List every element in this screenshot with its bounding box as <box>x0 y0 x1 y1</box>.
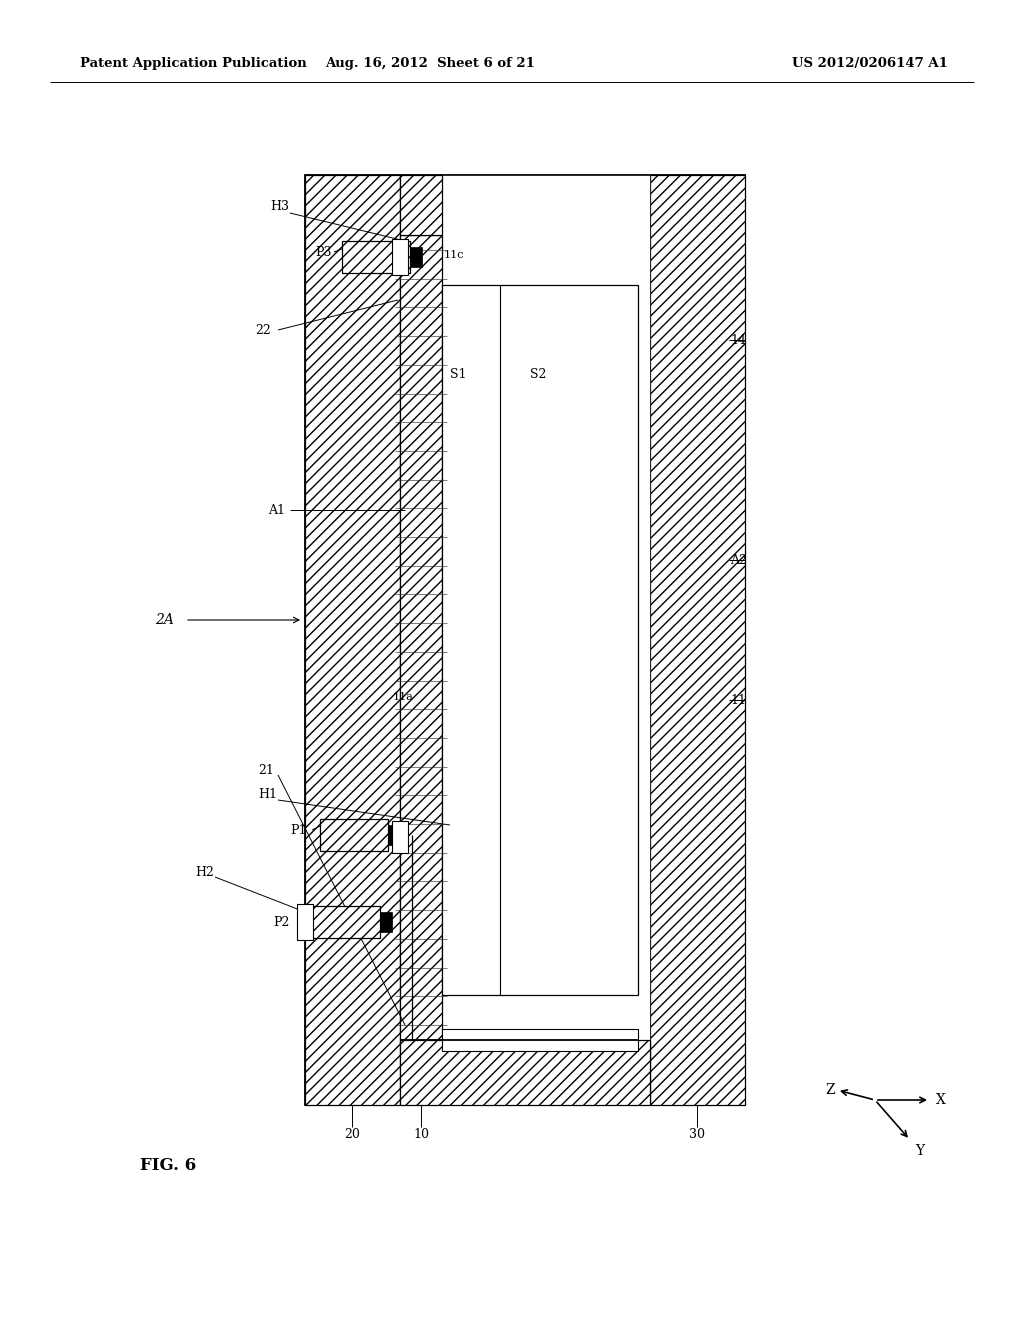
Text: FIG. 6: FIG. 6 <box>140 1156 197 1173</box>
Text: H1: H1 <box>258 788 278 801</box>
Text: A2: A2 <box>730 553 746 566</box>
Bar <box>305 176 745 1105</box>
Text: P3: P3 <box>315 246 332 259</box>
Bar <box>305 176 400 1105</box>
Text: H3: H3 <box>270 201 289 214</box>
Text: Patent Application Publication: Patent Application Publication <box>80 57 307 70</box>
Text: 20: 20 <box>344 1129 360 1142</box>
Text: S2: S2 <box>530 368 547 381</box>
Text: A1: A1 <box>268 503 285 516</box>
Bar <box>400 1040 650 1105</box>
Bar <box>319 818 388 851</box>
Bar <box>400 176 650 1105</box>
Bar <box>442 1030 638 1051</box>
Bar <box>400 235 442 1040</box>
Text: P2: P2 <box>273 916 290 928</box>
Text: 11: 11 <box>730 693 746 706</box>
Text: 10: 10 <box>413 1129 429 1142</box>
Bar <box>392 239 408 275</box>
Text: H2: H2 <box>195 866 214 879</box>
Text: S1: S1 <box>450 368 467 381</box>
Text: US 2012/0206147 A1: US 2012/0206147 A1 <box>792 57 948 70</box>
Text: Z: Z <box>825 1082 835 1097</box>
Text: P1: P1 <box>290 824 306 837</box>
Text: 14: 14 <box>730 334 746 346</box>
Bar <box>312 906 380 939</box>
Text: 21: 21 <box>258 763 273 776</box>
Text: Y: Y <box>915 1144 924 1158</box>
Bar <box>388 825 400 845</box>
Bar <box>442 285 638 995</box>
Text: 22: 22 <box>255 323 270 337</box>
Text: 2A: 2A <box>155 612 174 627</box>
Text: 11a: 11a <box>392 692 414 702</box>
Bar <box>342 242 410 273</box>
Text: 30: 30 <box>689 1129 705 1142</box>
Bar <box>410 247 422 267</box>
Bar <box>400 176 442 235</box>
Bar <box>392 821 408 853</box>
Text: Aug. 16, 2012  Sheet 6 of 21: Aug. 16, 2012 Sheet 6 of 21 <box>325 57 535 70</box>
Bar <box>297 904 313 940</box>
Text: X: X <box>936 1093 946 1107</box>
Bar <box>380 912 392 932</box>
Text: 11c: 11c <box>444 249 465 260</box>
Bar <box>650 176 745 1105</box>
